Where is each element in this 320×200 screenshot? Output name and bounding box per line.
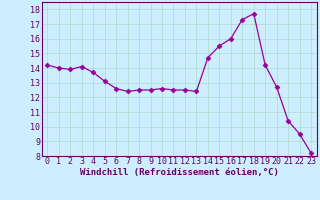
X-axis label: Windchill (Refroidissement éolien,°C): Windchill (Refroidissement éolien,°C) — [80, 168, 279, 177]
